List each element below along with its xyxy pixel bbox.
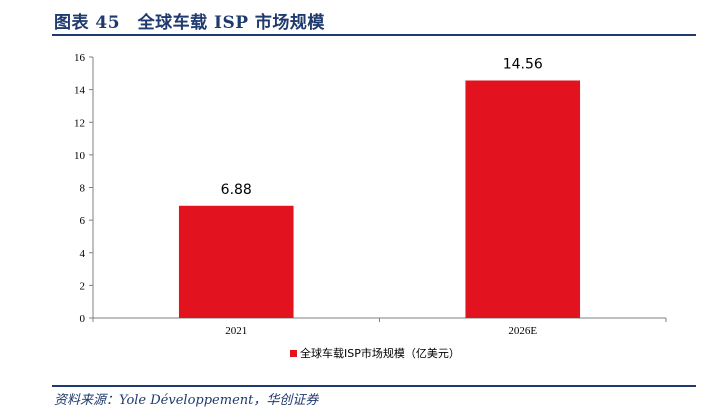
title-rule [52,34,696,36]
legend-label: 全球车载ISP市场规模（亿美元） [300,346,460,360]
bar-2026E [465,80,581,319]
data-labels: 6.88 14.56 [221,56,543,197]
y-tick-label: 16 [74,52,86,64]
bar-2021 [178,205,294,318]
x-axis-labels: 2021 2026E [225,325,537,337]
bar-chart: 0 2 4 6 8 10 12 14 16 2021 2026E 6.88 14.56 全球车载IS… [74,52,667,360]
source-note: 资料来源：Yole Développement，华创证券 [54,393,319,408]
y-tick-label: 2 [80,280,86,292]
figure-title: 图表 45 全球车载 ISP 市场规模 [54,13,325,33]
data-label: 6.88 [221,182,252,198]
x-tick-label: 2026E [508,325,537,337]
legend-swatch [290,350,297,357]
y-tick-label: 8 [80,183,86,195]
y-tick-label: 14 [74,85,86,97]
y-tick-label: 12 [74,117,85,129]
y-tick-label: 10 [74,150,86,162]
bars [178,80,581,319]
source-rule [52,385,696,387]
y-tick-label: 4 [80,248,86,260]
data-label: 14.56 [503,56,543,72]
legend: 全球车载ISP市场规模（亿美元） [290,346,460,360]
y-tick-label: 0 [80,313,86,325]
y-tick-label: 6 [80,215,86,227]
y-axis-ticks: 0 2 4 6 8 10 12 14 16 [74,52,93,325]
x-tick-label: 2021 [225,325,247,337]
